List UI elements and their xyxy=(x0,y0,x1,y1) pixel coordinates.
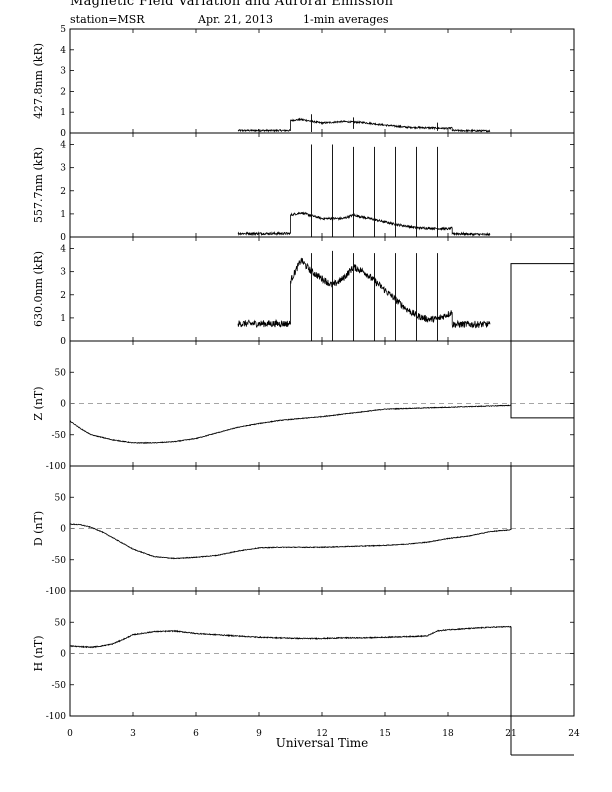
y-tick-label: -100 xyxy=(46,462,66,472)
data-series xyxy=(237,211,491,237)
y-tick-label: 5 xyxy=(60,25,66,35)
y-tick-label: 2 xyxy=(60,291,66,301)
y-tick-label: 4 xyxy=(60,141,66,151)
x-tick-label: 9 xyxy=(256,729,262,739)
y-tick-label: 2 xyxy=(60,87,66,97)
y-tick-label: 50 xyxy=(55,368,67,378)
station-label: station=MSR xyxy=(70,13,145,26)
y-tick-label: -50 xyxy=(52,681,67,691)
data-tail xyxy=(510,626,574,717)
x-tick-label: 18 xyxy=(442,729,454,739)
y-tick-label: -50 xyxy=(52,556,67,566)
data-tail xyxy=(510,341,574,419)
y-tick-label: 2 xyxy=(60,187,66,197)
y-tick-label: 0 xyxy=(60,650,66,660)
y-tick-label: -100 xyxy=(46,587,66,597)
y-tick-label: 1 xyxy=(60,108,66,118)
x-tick-label: 0 xyxy=(67,729,73,739)
y-axis-label: D (nT) xyxy=(32,511,45,546)
panel-1 xyxy=(69,132,575,238)
y-tick-label: 0 xyxy=(60,400,66,410)
y-tick-label: 0 xyxy=(60,337,66,347)
y-axis-label: 630.0nm (kR) xyxy=(32,251,45,327)
panel-frame xyxy=(69,236,575,342)
date-label: Apr. 21, 2013 xyxy=(198,13,274,26)
y-axis-label: 557.7nm (kR) xyxy=(32,147,45,223)
y-tick-label: 3 xyxy=(60,164,66,174)
y-tick-label: 50 xyxy=(55,618,67,628)
panel-frame xyxy=(69,132,575,238)
y-tick-label: -100 xyxy=(46,712,66,722)
panel-0 xyxy=(69,28,575,134)
x-tick-label: 21 xyxy=(505,729,516,739)
y-tick-label: 0 xyxy=(60,525,66,535)
x-tick-label: 6 xyxy=(193,729,199,739)
data-series xyxy=(69,404,512,445)
x-tick-label: 12 xyxy=(316,729,327,739)
x-axis-label: Universal Time xyxy=(276,736,369,750)
y-axis-label: Z (nT) xyxy=(32,386,45,420)
y-tick-label: 0 xyxy=(60,129,66,139)
y-axis-label: H (nT) xyxy=(32,635,45,671)
y-tick-label: 0 xyxy=(60,233,66,243)
y-axis-label: 427.8nm (kR) xyxy=(32,43,45,119)
panel-2 xyxy=(69,236,575,342)
y-tick-label: 1 xyxy=(60,210,66,220)
panel-3 xyxy=(69,340,575,467)
y-tick-label: 3 xyxy=(60,268,66,278)
y-tick-label: 3 xyxy=(60,67,66,77)
y-tick-label: 50 xyxy=(55,493,67,503)
x-tick-label: 24 xyxy=(568,729,580,739)
panel-5 xyxy=(69,590,575,717)
panel-4 xyxy=(69,465,575,592)
data-tail xyxy=(510,263,574,341)
panel-frame xyxy=(69,28,575,134)
chart-title: Magnetic Field Variation and Auroral Emi… xyxy=(70,0,394,9)
data-series xyxy=(237,257,491,329)
data-series xyxy=(69,625,512,649)
data-series xyxy=(237,117,491,133)
x-tick-label: 15 xyxy=(379,729,391,739)
y-tick-label: 4 xyxy=(60,46,66,56)
data-series xyxy=(69,523,512,560)
y-tick-label: -50 xyxy=(52,431,67,441)
y-tick-label: 4 xyxy=(60,245,66,255)
x-tick-label: 3 xyxy=(130,729,136,739)
y-tick-label: 1 xyxy=(60,314,66,324)
averaging-label: 1-min averages xyxy=(303,13,389,26)
